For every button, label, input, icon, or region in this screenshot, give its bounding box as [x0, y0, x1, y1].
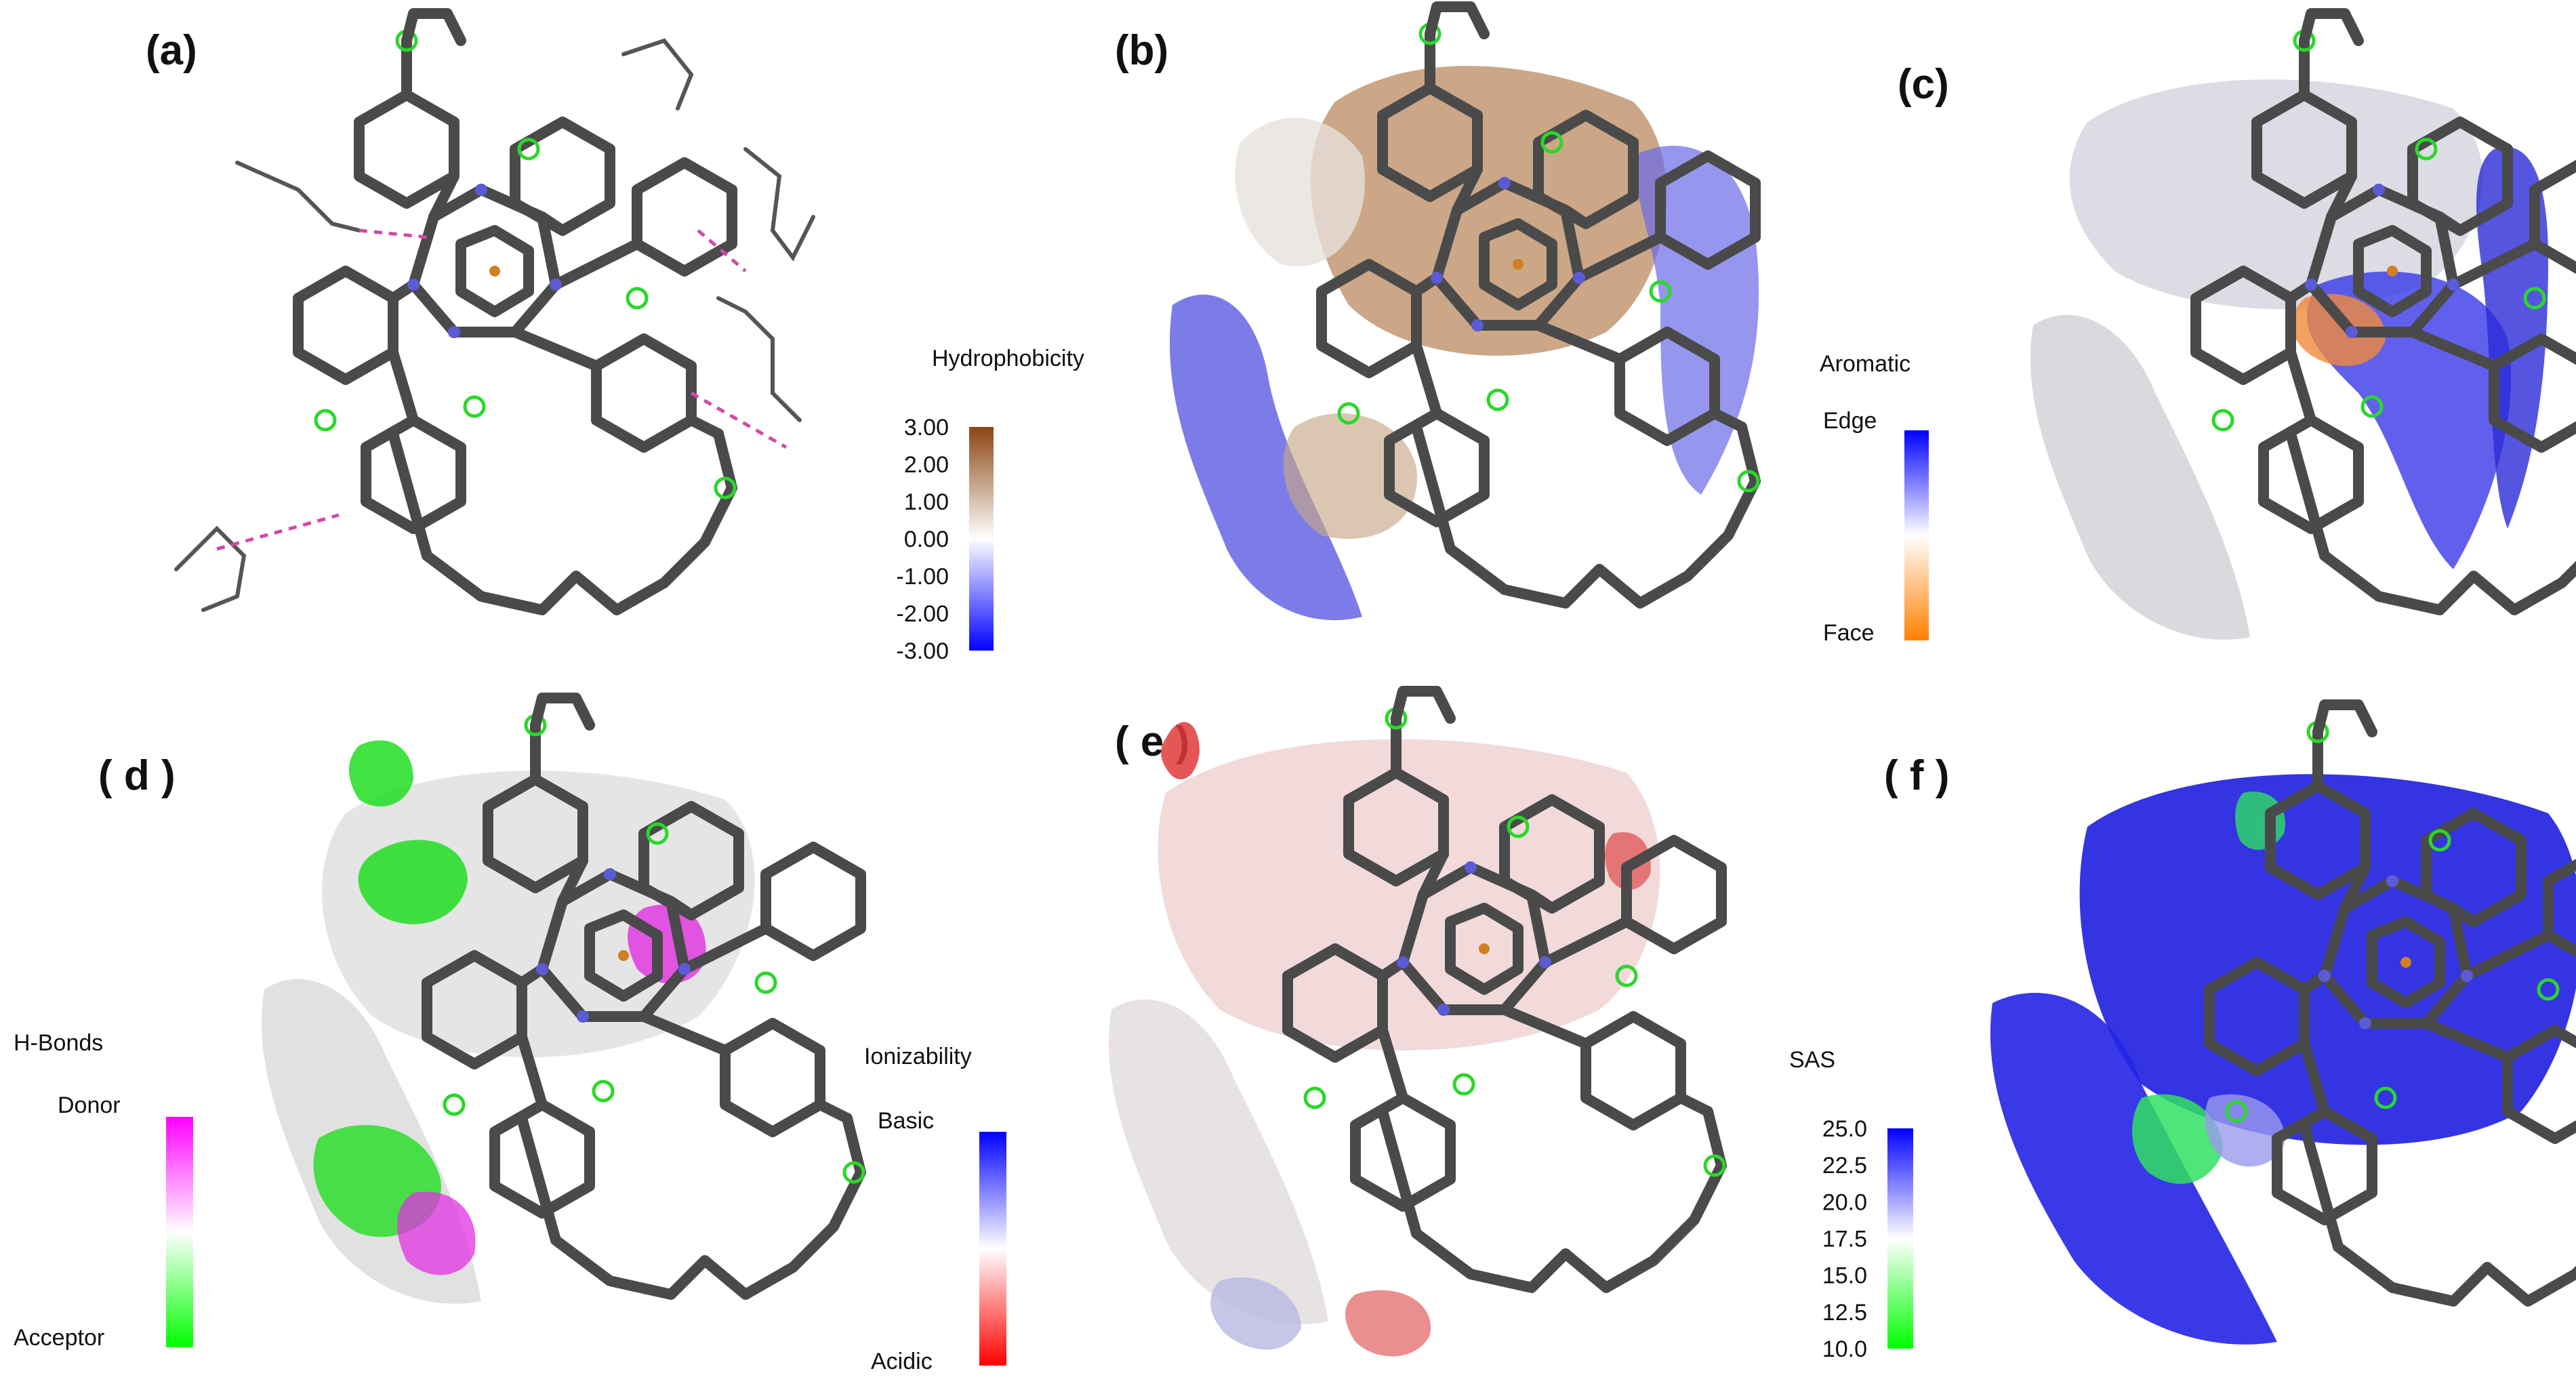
surface-donor-lower: [397, 1191, 476, 1275]
surface-acceptor-patch: [358, 840, 468, 924]
surface-hydrophilic-left: [1170, 294, 1362, 621]
surface-face-region: [2292, 293, 2386, 366]
panel-f-label: ( f ): [1884, 752, 1949, 799]
colorbar-aromatic-title: Aromatic: [1820, 351, 1910, 377]
surface-blue-lower: [1990, 993, 2277, 1345]
panel-d-label: ( d ): [98, 752, 176, 799]
colorbar-ionizability-bottom-label: Acidic: [871, 1349, 933, 1374]
colorbar-tick-label: 22.5: [1822, 1153, 1867, 1179]
colorbar-hydrophobicity-bar: [969, 427, 994, 651]
panel-f: ( f ): [1884, 705, 2576, 1345]
colorbar-tick-label: 20.0: [1822, 1189, 1867, 1215]
panel-a-label: (a): [146, 27, 197, 74]
colorbar-tick-label: -3.00: [897, 638, 949, 664]
panel-c-label: (c): [1898, 61, 1949, 108]
colorbar-aromatic-bottom-label: Face: [1823, 620, 1875, 646]
colorbar-tick-label: 12.5: [1822, 1300, 1867, 1326]
colorbar-aromatic: Aromatic Edge Face: [1820, 351, 1929, 646]
panel-c-surface: [2030, 14, 2576, 640]
surface-lower-region: [1109, 999, 1328, 1324]
colorbar-tick-label: -2.00: [897, 601, 949, 627]
panel-d: ( d ): [98, 698, 863, 1304]
panel-c: (c): [1898, 14, 2576, 640]
colorbar-hbonds: H-Bonds Donor Acceptor: [14, 1030, 193, 1351]
panel-f-surface: [1990, 705, 2576, 1345]
colorbar-aromatic-top-label: Edge: [1823, 408, 1877, 434]
colorbar-tick-label: 2.00: [904, 452, 949, 478]
panel-b-surface: [1170, 7, 1759, 621]
colorbar-tick-label: -1.00: [897, 564, 949, 590]
panel-d-surface: [262, 698, 863, 1304]
colorbar-hydrophobicity: Hydrophobicity 3.00 2.00 1.00 0.00 -1.00 -2.0…: [897, 346, 1084, 664]
panel-a: (a): [146, 14, 813, 610]
colorbar-hbonds-bar: [166, 1117, 193, 1347]
colorbar-tick-label: 0.00: [904, 527, 949, 552]
colorbar-ionizability-bar: [979, 1132, 1006, 1366]
surface-neutral-region: [1235, 117, 1365, 267]
colorbar-hydrophobicity-title: Hydrophobicity: [932, 346, 1084, 371]
colorbar-tick-label: 25.0: [1822, 1116, 1867, 1142]
colorbar-tick-label: 17.5: [1822, 1227, 1867, 1252]
panel-b-label: (b): [1115, 27, 1168, 74]
panel-e: ( e ): [1109, 691, 1724, 1357]
surface-grey-lower: [2030, 314, 2250, 640]
panel-a-molecule: [176, 14, 813, 610]
panel-e-surface: [1109, 691, 1724, 1357]
colorbar-aromatic-bar: [1904, 430, 1929, 640]
colorbar-hbonds-title: H-Bonds: [14, 1030, 103, 1056]
surface-grey-region: [2069, 79, 2483, 310]
surface-acceptor-top: [349, 740, 413, 806]
colorbar-hbonds-bottom-label: Acceptor: [14, 1325, 104, 1351]
colorbar-sas: SAS 25.0 22.5 20.0 17.5 15.0 12.5 10.0: [1789, 1047, 1913, 1362]
colorbar-sas-title: SAS: [1789, 1047, 1835, 1073]
colorbar-tick-label: 3.00: [904, 415, 949, 441]
surface-hydrophilic-right: [1633, 146, 1759, 495]
colorbar-tick-label: 15.0: [1822, 1263, 1867, 1289]
colorbar-ionizability-top-label: Basic: [878, 1108, 934, 1134]
colorbar-ionizability-title: Ionizability: [864, 1044, 972, 1069]
surface-green-patch: [2132, 1094, 2223, 1184]
colorbar-tick-label: 10.0: [1822, 1336, 1867, 1362]
colorbar-ionizability: Ionizability Basic Acidic: [864, 1044, 1006, 1374]
surface-basic-lower: [1210, 1277, 1301, 1350]
surface-acidic-lower: [1345, 1290, 1431, 1357]
surface-acidic-spot: [1161, 722, 1200, 779]
surface-light-blue: [2205, 1094, 2285, 1167]
surface-lower-patch: [1283, 413, 1417, 539]
colorbar-hbonds-top-label: Donor: [58, 1092, 121, 1118]
colorbar-tick-label: 1.00: [904, 489, 949, 515]
panel-b: (b): [1115, 7, 1759, 621]
colorbar-sas-bar: [1887, 1128, 1913, 1349]
